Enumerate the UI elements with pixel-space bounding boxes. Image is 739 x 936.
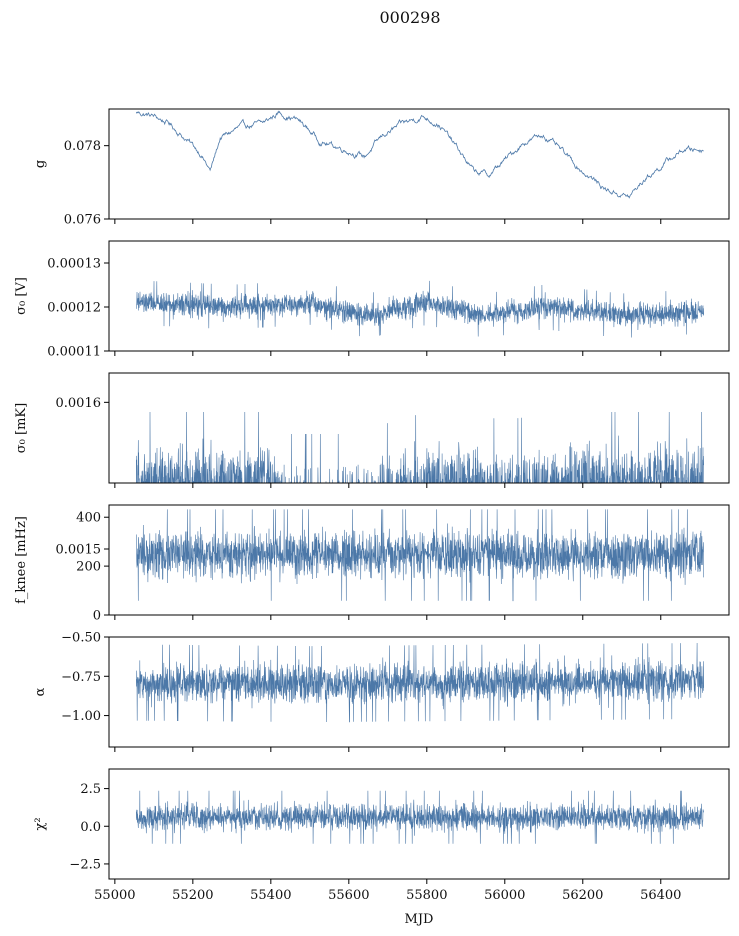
axes-frame xyxy=(108,372,730,484)
y-tick-label: 0.076 xyxy=(64,213,101,228)
subplot-6: −2.5 0.0 2.5 χ² 55000 55200 55400 55600 55800 560… xyxy=(33,768,730,903)
y-tick-label: −1.00 xyxy=(61,709,101,724)
y-axis-label: σ₀ [V] xyxy=(14,277,29,315)
x-tick-label: 55400 xyxy=(250,888,291,903)
y-tick-label: −0.50 xyxy=(61,631,101,646)
y-tick-label: 0.00011 xyxy=(47,345,101,360)
y-tick-label: 0.00012 xyxy=(47,301,101,316)
series-line-5 xyxy=(136,642,704,723)
y-tick-label: −2.5 xyxy=(69,857,101,872)
series-line-4 xyxy=(136,509,705,602)
y-tick-label: 400 xyxy=(76,511,101,526)
y-axis-label: σ₀ [mK] xyxy=(14,403,29,453)
y-tick-label: 200 xyxy=(76,560,101,575)
series-line-6 xyxy=(136,790,704,844)
axes-frame xyxy=(108,108,730,220)
axes-frame xyxy=(108,768,730,880)
y-tick-label: −0.75 xyxy=(61,670,101,685)
subplot-3: 0.0015 0.0016 σ₀ [mK] xyxy=(14,372,730,558)
x-tick-label: 55800 xyxy=(406,888,447,903)
figure-title: 000298 xyxy=(379,8,440,27)
x-tick-label: 56400 xyxy=(640,888,681,903)
subplot-1: 0.076 0.078 g xyxy=(33,108,730,228)
y-axis-label: g xyxy=(33,160,48,168)
x-tick-label: 56200 xyxy=(562,888,603,903)
y-axis-label: f_knee [mHz] xyxy=(14,516,29,604)
axes-frame xyxy=(108,240,730,352)
x-axis-label: MJD xyxy=(405,912,434,927)
series-line-2 xyxy=(136,280,704,338)
y-tick-label: 2.5 xyxy=(80,782,101,797)
x-tick-label: 56000 xyxy=(484,888,525,903)
y-tick-label: 0.0016 xyxy=(56,396,102,411)
y-tick-label: 0 xyxy=(93,609,101,624)
subplot-4: 0 200 400 f_knee [mHz] xyxy=(14,504,730,624)
y-tick-label: 0.078 xyxy=(64,139,101,154)
x-tick-label: 55600 xyxy=(328,888,369,903)
x-tick-label: 55000 xyxy=(94,888,135,903)
y-tick-label: 0.0 xyxy=(80,820,101,835)
y-tick-label: 0.0015 xyxy=(56,543,102,558)
subplot-2: 0.00011 0.00012 0.00013 σ₀ [V] xyxy=(14,240,730,360)
series-line-1 xyxy=(135,110,704,199)
axes-frame xyxy=(108,636,730,748)
x-tick-label: 55200 xyxy=(172,888,213,903)
axes-frame xyxy=(108,504,730,616)
subplot-5: −1.00 −0.75 −0.50 α xyxy=(33,631,730,752)
y-tick-label: 0.00013 xyxy=(47,257,101,272)
y-axis-label: α xyxy=(33,687,48,696)
y-axis-label: χ² xyxy=(33,817,48,830)
